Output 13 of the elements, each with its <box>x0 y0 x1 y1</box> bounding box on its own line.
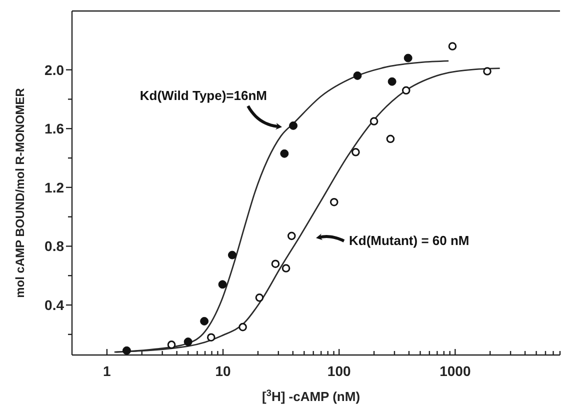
annotation: Kd(Mutant) = 60 nM <box>349 233 470 248</box>
y-tick-label: 0.4 <box>44 297 64 314</box>
annotation: Kd(Wild Type)=16nM <box>140 88 267 103</box>
x-tick-label: 100 <box>327 363 351 379</box>
y-tick-label: 1.2 <box>44 179 64 196</box>
y-tick-label: 0.8 <box>44 238 64 254</box>
x-tick-label: 1 <box>103 363 112 379</box>
x-tick-label: 10 <box>215 363 232 379</box>
y-tick-label: 1.6 <box>44 120 64 137</box>
y-axis-title: mol cAMP BOUND/mol R-MONOMER <box>13 88 27 298</box>
x-tick-label: 1000 <box>440 363 471 379</box>
y-tick-label: 2.0 <box>44 62 64 78</box>
x-axis-title: [$^{3}$H] -cAMP (nM) <box>262 388 360 404</box>
